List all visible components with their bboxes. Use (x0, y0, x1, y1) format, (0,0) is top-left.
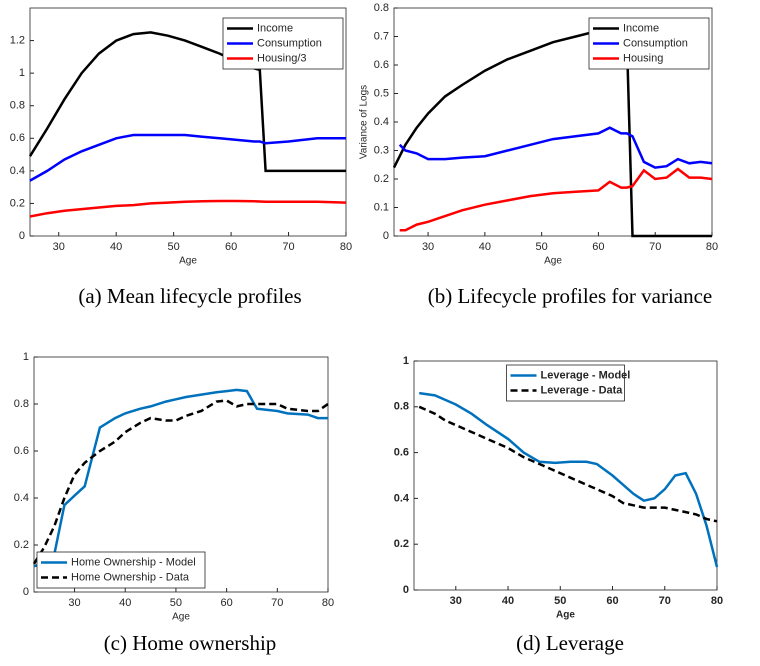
y-tick-label: 1 (19, 67, 25, 79)
caption: (d) Leverage (516, 631, 624, 655)
y-tick-label: 0.4 (14, 492, 29, 504)
legend-label: Housing/3 (257, 52, 307, 64)
x-tick-label: 60 (592, 241, 604, 253)
y-tick-label: 0.5 (374, 87, 389, 99)
legend-label: Home Ownership - Data (71, 571, 190, 583)
series-line (398, 126, 713, 169)
series-line (28, 31, 346, 173)
y-tick-label: 0.6 (394, 447, 409, 459)
x-tick-label: 30 (53, 241, 65, 253)
x-tick-label: 50 (536, 241, 548, 253)
x-tick-label: 50 (554, 595, 566, 607)
x-axis-label: Age (179, 256, 197, 267)
x-tick-label: 30 (68, 597, 80, 609)
y-tick-label: 0.2 (374, 173, 389, 185)
y-tick-label: 0.6 (14, 445, 29, 457)
y-tick-label: 0.2 (394, 538, 409, 550)
x-tick-label: 70 (649, 241, 661, 253)
series-line (419, 391, 719, 568)
x-tick-label: 80 (340, 241, 352, 253)
series-line (32, 399, 329, 565)
series-line (392, 29, 712, 238)
series-line (29, 199, 347, 218)
y-tick-label: 0.8 (374, 2, 389, 14)
x-tick-label: 80 (706, 241, 718, 253)
x-tick-label: 40 (119, 597, 131, 609)
legend-box (506, 364, 625, 402)
x-tick-label: 60 (606, 595, 618, 607)
y-tick-label: 0.4 (374, 116, 389, 128)
y-tick-label: 0.3 (374, 144, 389, 156)
x-tick-label: 40 (502, 595, 514, 607)
y-tick-label: 0.4 (394, 492, 410, 504)
x-axis-label: Age (544, 256, 562, 267)
y-tick-label: 1 (23, 351, 29, 363)
caption: (b) Lifecycle profiles for variance (428, 284, 713, 308)
x-tick-label: 70 (271, 597, 283, 609)
y-tick-label: 0 (383, 230, 389, 242)
x-tick-label: 40 (110, 241, 122, 253)
y-tick-label: 0.4 (10, 165, 25, 177)
caption: (a) Mean lifecycle profiles (78, 284, 301, 308)
y-tick-label: 0.2 (14, 539, 29, 551)
x-tick-label: 30 (422, 241, 434, 253)
x-axis-label: Age (556, 610, 575, 621)
y-tick-label: 0 (23, 586, 29, 598)
x-tick-label: 50 (168, 241, 180, 253)
x-tick-label: 70 (282, 241, 294, 253)
legend-label: Income (623, 22, 659, 34)
x-axis-label: Age (172, 612, 190, 623)
y-tick-label: 0 (19, 230, 25, 242)
y-tick-label: 1 (403, 355, 409, 367)
x-tick-label: 50 (170, 597, 182, 609)
series-line (399, 167, 713, 232)
x-tick-label: 80 (322, 597, 334, 609)
series-line (418, 405, 718, 523)
legend-label: Home Ownership - Model (71, 556, 196, 568)
y-tick-label: 0.6 (374, 59, 389, 71)
series-line (33, 388, 328, 568)
y-tick-label: 0.7 (374, 30, 389, 42)
y-axis-label: Variance of Logs (359, 85, 370, 159)
legend-box (36, 551, 206, 589)
x-tick-label: 40 (479, 241, 491, 253)
y-tick-label: 0.6 (10, 132, 25, 144)
y-tick-label: 0.2 (10, 197, 25, 209)
x-tick-label: 70 (659, 595, 671, 607)
legend-label: Housing (623, 52, 663, 64)
x-tick-label: 80 (711, 595, 723, 607)
series-line (29, 133, 346, 182)
x-tick-label: 60 (220, 597, 232, 609)
legend-label: Leverage - Model (541, 369, 631, 381)
legend-label: Consumption (623, 37, 688, 49)
y-tick-label: 0.8 (10, 100, 25, 112)
legend-label: Leverage - Data (541, 384, 624, 396)
y-tick-label: 0.8 (14, 398, 29, 410)
y-tick-label: 0 (403, 584, 409, 596)
legend-label: Consumption (257, 37, 322, 49)
y-tick-label: 0.8 (394, 401, 409, 413)
y-tick-label: 0.1 (374, 201, 389, 213)
x-tick-label: 60 (225, 241, 237, 253)
legend-label: Income (257, 22, 293, 34)
y-tick-label: 1.2 (10, 34, 25, 46)
caption: (c) Home ownership (104, 631, 277, 655)
x-tick-label: 30 (450, 595, 462, 607)
